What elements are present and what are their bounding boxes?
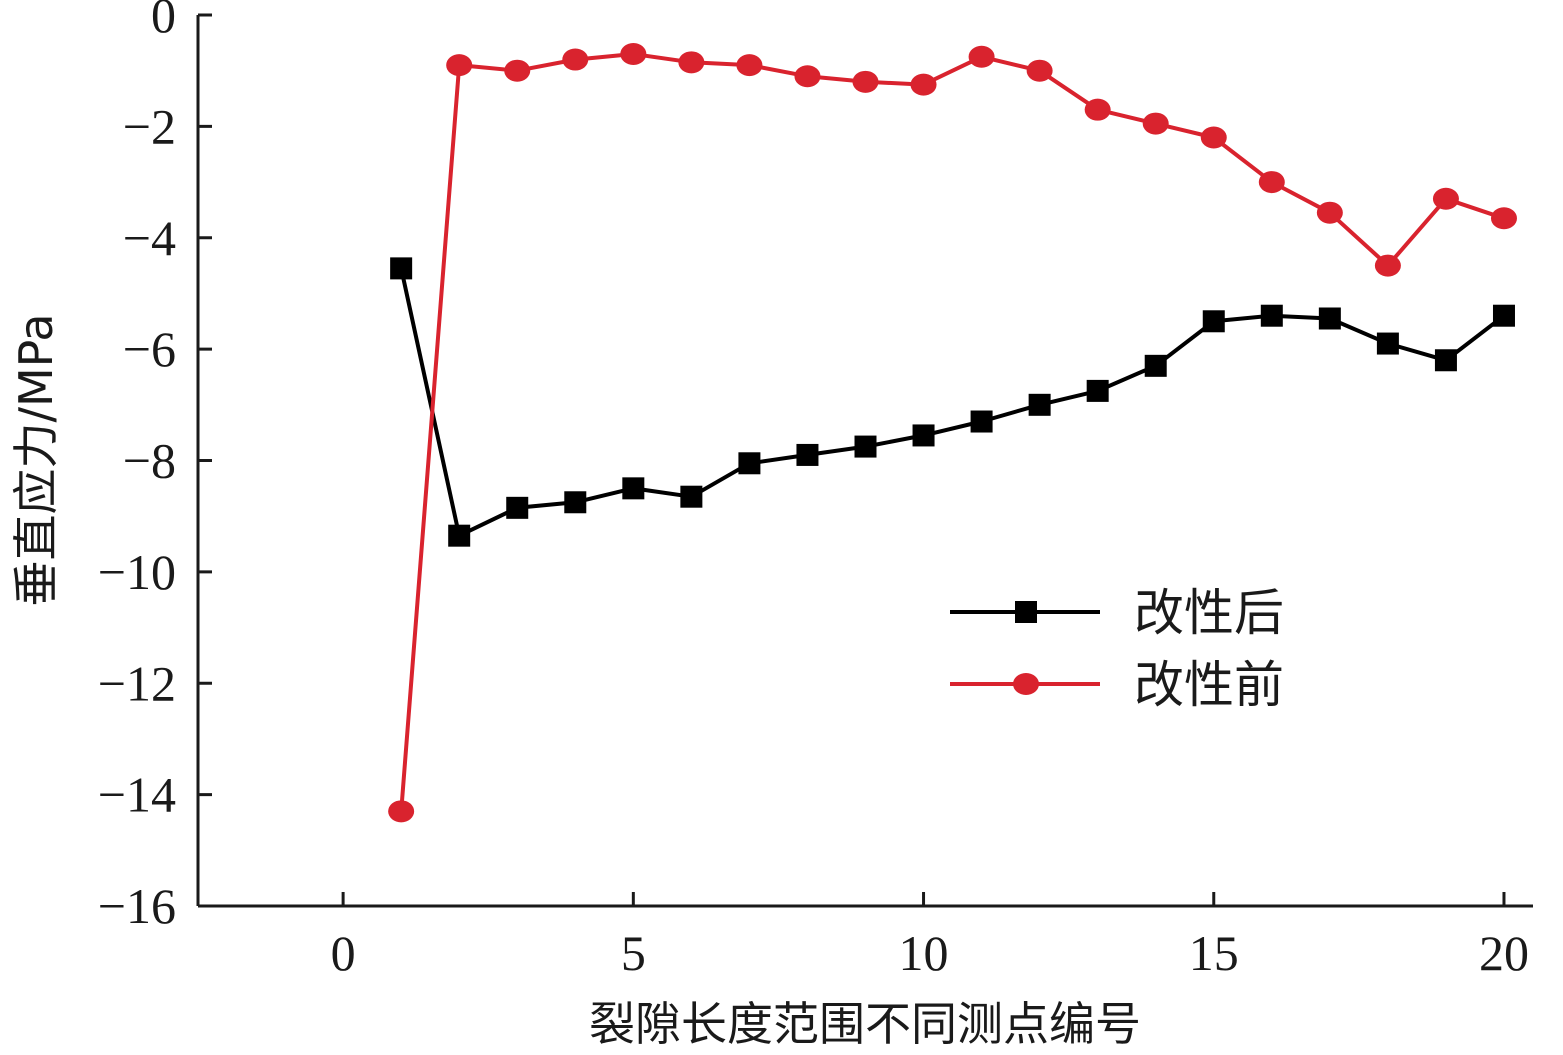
series-1-point xyxy=(794,65,821,88)
series-1-point xyxy=(1200,126,1227,149)
series-0-point xyxy=(1376,332,1399,355)
series-0-point xyxy=(970,410,993,433)
series-0-point xyxy=(1434,349,1457,372)
y-axis-title: 垂直应力/MPa xyxy=(9,313,63,606)
series-1-point xyxy=(1432,187,1459,210)
series-1-point xyxy=(620,42,647,65)
ticks: 0 −2 −4 −6 −8 −10 −12 −14 −16 0 5 10 15 20 xyxy=(98,0,1529,981)
series-1-point xyxy=(1258,171,1285,194)
series-1-point xyxy=(1374,254,1401,277)
series-0-point xyxy=(1260,304,1283,327)
series-1-point xyxy=(1316,201,1343,224)
legend-1-marker xyxy=(1013,673,1039,695)
series-1-point xyxy=(968,45,995,68)
series-1-point xyxy=(910,73,937,96)
series-1-point xyxy=(562,48,589,71)
x-tick-label: 10 xyxy=(899,925,949,981)
series-1-point xyxy=(1142,112,1169,135)
series-1-point xyxy=(736,54,763,77)
legend-0-marker xyxy=(1015,601,1037,623)
series-0 xyxy=(390,257,1515,547)
series-0-point xyxy=(506,496,529,519)
series-0-point xyxy=(1492,304,1515,327)
series-1-point xyxy=(678,51,705,74)
y-tick-label: −4 xyxy=(123,210,176,266)
x-tick-label: 20 xyxy=(1479,925,1529,981)
series-0-point xyxy=(622,477,645,500)
series-layer xyxy=(388,42,1517,823)
series-0-point xyxy=(1318,307,1341,330)
y-tick-label: −2 xyxy=(123,98,176,154)
series-1-point xyxy=(446,54,473,77)
series-0-point xyxy=(912,424,935,447)
legend-1-label: 改性前 xyxy=(1134,656,1284,714)
series-1-point xyxy=(1084,98,1111,121)
series-0-point xyxy=(564,491,587,514)
series-0-point xyxy=(390,257,413,280)
series-1-point xyxy=(852,70,879,93)
series-1 xyxy=(388,42,1517,823)
series-0-point xyxy=(1144,354,1167,377)
legend-item-1: 改性前 xyxy=(950,656,1284,714)
y-tick-label: −14 xyxy=(98,767,176,823)
y-tick-label: −8 xyxy=(123,433,176,489)
series-0-point xyxy=(448,524,471,547)
x-axis-title: 裂隙长度范围不同测点编号 xyxy=(589,997,1141,1051)
series-0-point xyxy=(738,452,761,475)
x-tick-label: 5 xyxy=(621,925,646,981)
series-0-point xyxy=(796,443,819,466)
x-tick-label: 0 xyxy=(331,925,356,981)
series-0-point xyxy=(1086,379,1109,402)
series-1-point xyxy=(504,59,531,82)
series-1-point xyxy=(1490,207,1517,230)
series-0-point xyxy=(1202,310,1225,333)
legend: 改性后 改性前 xyxy=(950,584,1284,714)
axes xyxy=(196,15,1533,908)
legend-0-label: 改性后 xyxy=(1134,584,1284,642)
series-1-point xyxy=(388,800,415,823)
series-1-line xyxy=(399,52,1505,812)
x-tick-label: 15 xyxy=(1189,925,1239,981)
series-0-point xyxy=(1028,393,1051,416)
y-tick-label: −16 xyxy=(98,878,176,934)
y-tick-label: −12 xyxy=(98,655,176,711)
y-tick-label: −10 xyxy=(98,544,176,600)
series-1-point xyxy=(1026,59,1053,82)
series-0-point xyxy=(854,435,877,458)
y-tick-label: −6 xyxy=(123,321,176,377)
legend-item-0: 改性后 xyxy=(950,584,1284,642)
y-tick-label: 0 xyxy=(151,0,176,43)
series-0-point xyxy=(680,485,703,508)
